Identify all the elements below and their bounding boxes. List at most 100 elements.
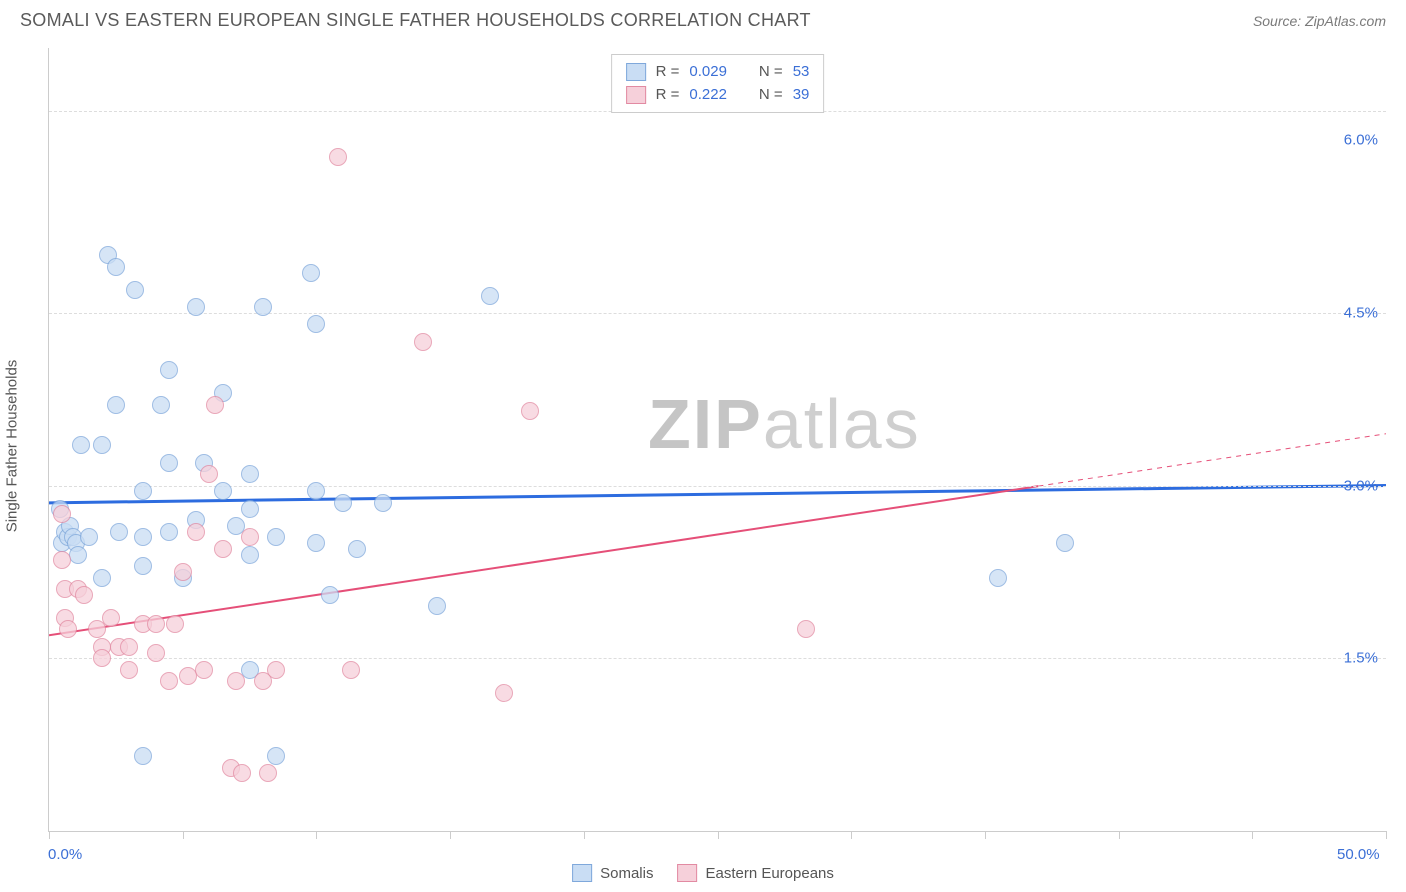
header: SOMALI VS EASTERN EUROPEAN SINGLE FATHER… <box>0 0 1406 36</box>
scatter-point <box>72 436 90 454</box>
legend-top: R = 0.029 N = 53 R = 0.222 N = 39 <box>611 54 825 113</box>
scatter-point <box>267 528 285 546</box>
x-tick <box>718 831 719 839</box>
x-tick <box>1386 831 1387 839</box>
watermark-suffix: atlas <box>763 385 921 463</box>
scatter-point <box>160 361 178 379</box>
scatter-point <box>307 482 325 500</box>
scatter-point <box>110 523 128 541</box>
scatter-point <box>53 551 71 569</box>
legend-swatch <box>677 864 697 882</box>
scatter-point <box>80 528 98 546</box>
scatter-point <box>414 333 432 351</box>
scatter-point <box>134 557 152 575</box>
scatter-point <box>307 315 325 333</box>
scatter-point <box>259 764 277 782</box>
gridline <box>49 313 1386 314</box>
n-value: 39 <box>793 84 810 107</box>
legend-bottom-item: Eastern Europeans <box>677 864 833 882</box>
y-axis-title: Single Father Households <box>4 360 21 533</box>
scatter-point <box>334 494 352 512</box>
legend-top-row: R = 0.029 N = 53 <box>626 61 810 84</box>
x-tick <box>985 831 986 839</box>
scatter-point <box>227 672 245 690</box>
r-label: R = <box>656 61 680 84</box>
y-tick-label: 3.0% <box>1344 477 1378 494</box>
scatter-point <box>206 396 224 414</box>
legend-label: Somalis <box>600 865 653 882</box>
scatter-point <box>1056 534 1074 552</box>
scatter-point <box>348 540 366 558</box>
scatter-point <box>241 500 259 518</box>
r-value: 0.029 <box>689 61 727 84</box>
x-tick-label: 0.0% <box>48 846 82 863</box>
r-label: R = <box>656 84 680 107</box>
scatter-point <box>797 620 815 638</box>
scatter-point <box>302 264 320 282</box>
scatter-point <box>120 661 138 679</box>
scatter-point <box>160 454 178 472</box>
scatter-point <box>200 465 218 483</box>
scatter-point <box>107 258 125 276</box>
scatter-point <box>93 436 111 454</box>
scatter-point <box>241 465 259 483</box>
legend-label: Eastern Europeans <box>705 865 833 882</box>
scatter-point <box>107 396 125 414</box>
plot-area: ZIPatlas 1.5%3.0%4.5%6.0% <box>49 48 1386 831</box>
legend-swatch <box>626 86 646 104</box>
scatter-point <box>481 287 499 305</box>
scatter-point <box>321 586 339 604</box>
scatter-point <box>69 546 87 564</box>
scatter-point <box>126 281 144 299</box>
scatter-point <box>307 534 325 552</box>
scatter-point <box>342 661 360 679</box>
r-value: 0.222 <box>689 84 727 107</box>
scatter-point <box>428 597 446 615</box>
scatter-point <box>521 402 539 420</box>
legend-bottom: Somalis Eastern Europeans <box>572 864 834 882</box>
legend-swatch <box>572 864 592 882</box>
x-tick <box>316 831 317 839</box>
scatter-point <box>134 528 152 546</box>
legend-bottom-item: Somalis <box>572 864 653 882</box>
scatter-point <box>989 569 1007 587</box>
regression-lines <box>49 48 1386 831</box>
scatter-point <box>254 298 272 316</box>
x-tick <box>183 831 184 839</box>
x-tick <box>584 831 585 839</box>
y-tick-label: 1.5% <box>1344 650 1378 667</box>
n-label: N = <box>759 61 783 84</box>
legend-top-row: R = 0.222 N = 39 <box>626 84 810 107</box>
scatter-point <box>214 482 232 500</box>
scatter-point <box>102 609 120 627</box>
scatter-point <box>329 148 347 166</box>
scatter-point <box>187 523 205 541</box>
x-tick <box>851 831 852 839</box>
gridline <box>49 486 1386 487</box>
scatter-point <box>214 540 232 558</box>
scatter-point <box>147 615 165 633</box>
x-tick-label: 50.0% <box>1337 846 1380 863</box>
chart-title: SOMALI VS EASTERN EUROPEAN SINGLE FATHER… <box>20 10 811 31</box>
scatter-point <box>174 563 192 581</box>
scatter-point <box>134 747 152 765</box>
scatter-point <box>233 764 251 782</box>
scatter-point <box>160 523 178 541</box>
scatter-point <box>241 528 259 546</box>
x-tick <box>450 831 451 839</box>
scatter-point <box>120 638 138 656</box>
scatter-point <box>267 661 285 679</box>
x-tick <box>1252 831 1253 839</box>
n-value: 53 <box>793 61 810 84</box>
y-tick-label: 6.0% <box>1344 132 1378 149</box>
scatter-point <box>53 505 71 523</box>
scatter-point <box>160 672 178 690</box>
source-label: Source: ZipAtlas.com <box>1253 13 1386 29</box>
scatter-point <box>374 494 392 512</box>
scatter-point <box>134 482 152 500</box>
chart-container: ZIPatlas 1.5%3.0%4.5%6.0% R = 0.029 N = … <box>48 48 1386 832</box>
scatter-point <box>241 546 259 564</box>
scatter-point <box>75 586 93 604</box>
scatter-point <box>93 649 111 667</box>
watermark: ZIPatlas <box>648 384 921 464</box>
